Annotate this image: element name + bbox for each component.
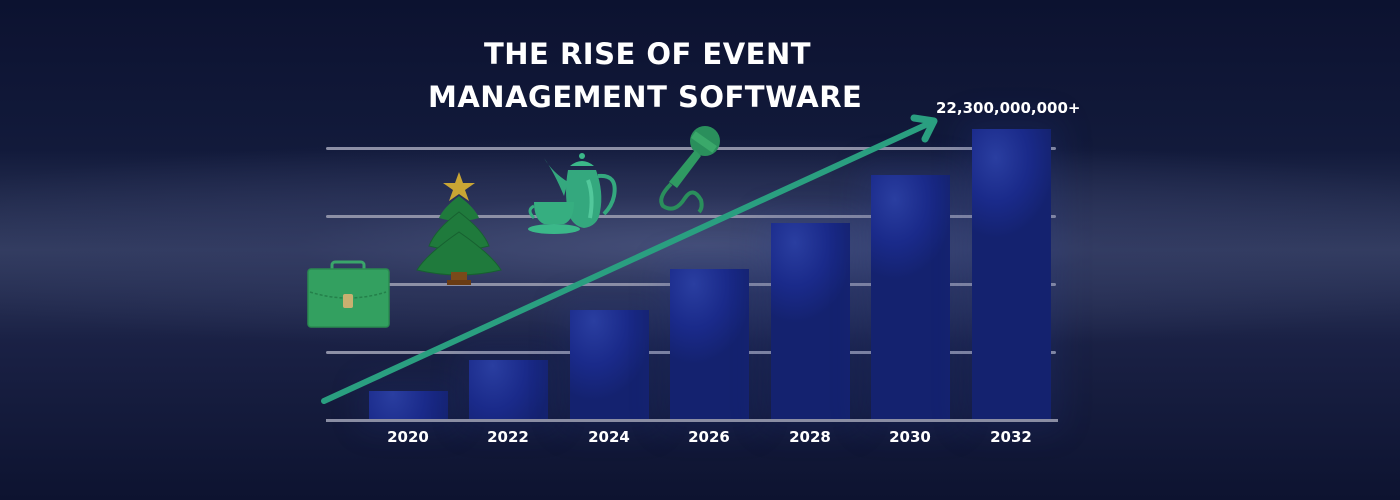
x-label-2020: 2020 xyxy=(387,428,429,446)
peak-value-annotation: 22,300,000,000+ xyxy=(936,99,1081,117)
x-label-2024: 2024 xyxy=(588,428,630,446)
title-line-1: THE RISE OF EVENT xyxy=(484,37,812,71)
bar-2022 xyxy=(469,360,548,420)
gridline xyxy=(326,215,1056,218)
title-line-2: MANAGEMENT SOFTWARE xyxy=(428,80,863,114)
briefcase-icon xyxy=(307,260,390,328)
bar-2020 xyxy=(369,391,448,420)
bar-2028 xyxy=(771,223,850,420)
teapot-and-cup-icon xyxy=(528,153,617,234)
x-label-2030: 2030 xyxy=(889,428,931,446)
bar-2024 xyxy=(570,310,649,420)
x-label-2022: 2022 xyxy=(487,428,529,446)
christmas-tree-icon xyxy=(416,172,502,285)
microphone-icon xyxy=(659,126,720,214)
bar-2030 xyxy=(871,175,950,420)
x-label-2032: 2032 xyxy=(990,428,1032,446)
x-axis-baseline xyxy=(326,419,1058,422)
x-label-2026: 2026 xyxy=(688,428,730,446)
x-label-2028: 2028 xyxy=(789,428,831,446)
gridline xyxy=(326,147,1056,150)
bar-2026 xyxy=(670,269,749,420)
bar-2032 xyxy=(972,129,1051,420)
